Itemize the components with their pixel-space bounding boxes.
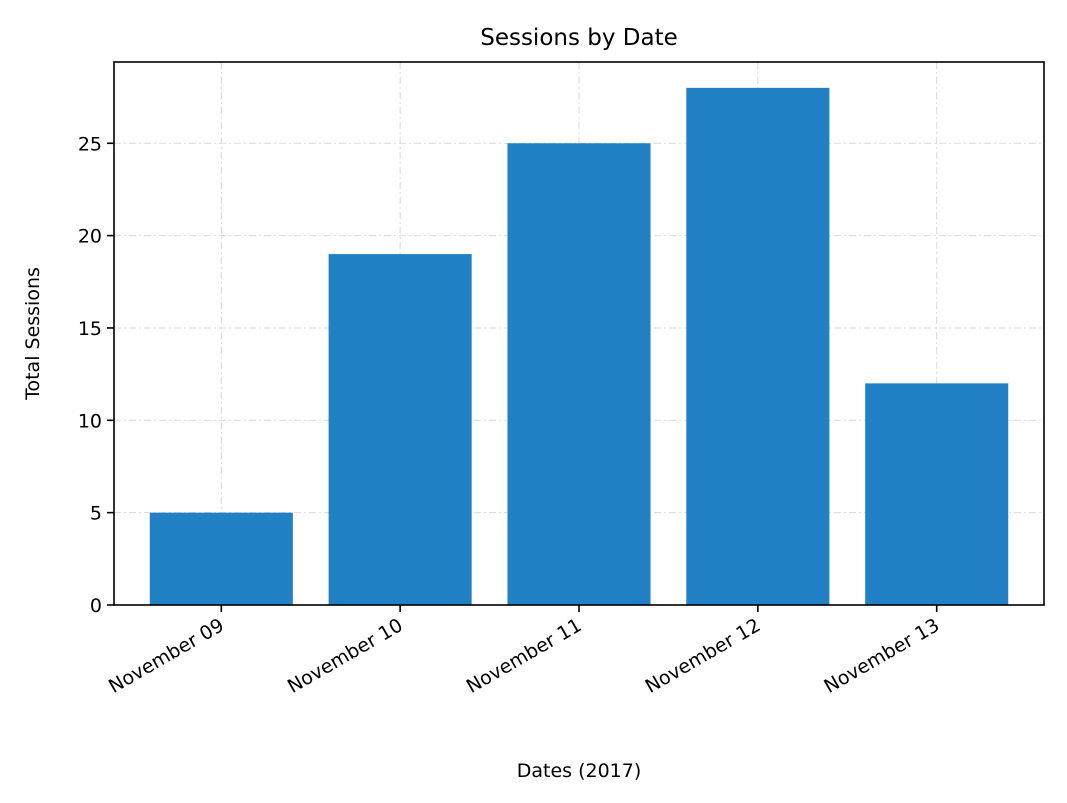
- y-tick-label: 20: [78, 226, 102, 248]
- bars-layer: [149, 87, 1009, 606]
- y-tick-label: 0: [90, 595, 102, 617]
- y-axis-label: Total Sessions: [22, 267, 44, 401]
- bar: [686, 87, 830, 606]
- x-tick-label: November 09: [105, 614, 228, 698]
- y-tick-label: 15: [78, 318, 102, 340]
- y-tick-label: 5: [90, 503, 102, 525]
- bar: [149, 512, 293, 605]
- chart-title: Sessions by Date: [480, 25, 678, 51]
- x-tick-label: November 13: [820, 614, 943, 698]
- bar: [865, 383, 1009, 605]
- x-tick-label: November 12: [642, 614, 765, 698]
- y-tick-label: 10: [78, 410, 102, 432]
- x-tick-label: November 11: [463, 614, 586, 698]
- x-tick-label: November 10: [284, 614, 407, 698]
- x-axis-label: Dates (2017): [517, 760, 642, 782]
- bar: [507, 143, 651, 605]
- y-tick-label: 25: [78, 133, 102, 155]
- bar: [328, 254, 472, 605]
